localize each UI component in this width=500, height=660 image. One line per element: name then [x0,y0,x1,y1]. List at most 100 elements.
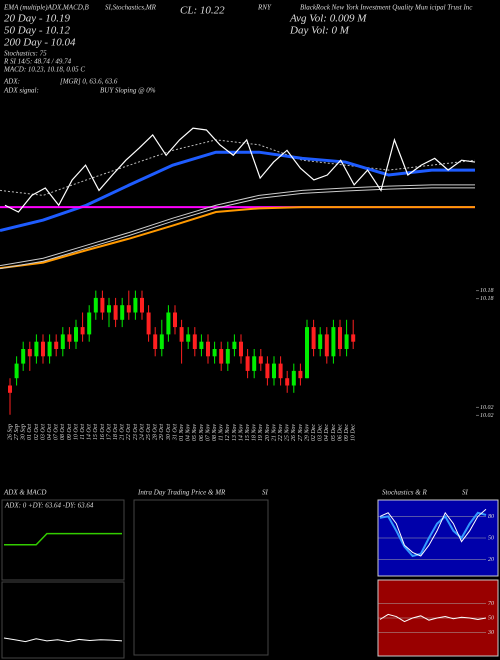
date-label: 25 Nov [285,424,291,442]
candle-body [173,312,177,328]
adx-values: [MGR] 0, 63.6, 63.6 [60,78,118,86]
date-label: 07 Nov [205,424,211,442]
candle-body [153,334,158,349]
candle-body [232,341,237,349]
date-label: 08 Oct [60,424,66,440]
date-label: 10 Dec [351,424,357,441]
candle-body [186,334,191,342]
y-tick-label: 70 [488,601,494,607]
y-tick-label: 50 [488,535,494,541]
candle-body [21,349,26,364]
ma-50: 50 Day - 10.12 [4,25,70,37]
rsi-line [379,613,487,623]
candle-body [14,363,19,379]
candle-body [258,356,263,364]
candle-body [219,349,224,364]
date-label: 06 Dec [337,424,343,441]
candle-body [41,341,45,357]
candle-body [113,305,118,320]
candle-body [351,334,356,342]
y-tick-label: 50 [488,615,494,621]
date-label: 18 Oct [113,424,119,440]
candle-panel: 26 Sep 27 Sep 30 Sep 01 Oct 02 Oct 03 Oct 04 O… [7,288,493,441]
ma-line [0,184,475,267]
avg-vol: Avg Vol: 0.009 M [289,13,367,25]
date-label: 21 Nov [271,424,277,442]
date-label: 14 Oct [86,424,93,440]
candle-body [291,370,296,386]
date-label: 30 Oct [166,424,172,441]
date-label: 29 Nov [304,424,310,442]
candle-body [179,327,184,342]
date-label: 27 Sep [14,424,20,440]
date-label: 09 Oct [67,424,73,440]
ma-20: 20 Day - 10.19 [4,13,70,25]
panel-title: ADX & MACD [3,489,46,497]
date-label: 05 Nov [192,424,198,442]
candle-body [87,312,92,335]
date-label: 04 Dec [323,424,330,441]
candle-body [47,341,52,357]
candle-body [74,327,78,342]
adx: ADX: [3,78,20,86]
candle-body [225,349,230,364]
candle-body [265,363,270,379]
candle-body [324,334,329,357]
date-label: 18 Nov [252,424,258,442]
y-tick-label: 80 [488,514,494,520]
date-label: 15 Oct [93,424,99,440]
date-label: 04 Oct [46,424,53,440]
candle-body [252,356,257,371]
candle-body [338,327,342,349]
company-name: BlackRock New York Investment Quality Mu… [300,4,473,12]
candle-body [285,378,290,386]
indicator-panels: ADX & MACD ADX: 0 +DY: 63.64 -DY: 63.64 … [1,489,499,659]
candle-body [146,312,151,335]
date-label: 23 Oct [133,424,139,440]
date-label: 04 Nov [185,424,192,442]
y-tick-label: 10.18 [480,288,494,294]
candle-body [54,341,59,349]
candle-body [305,327,309,379]
candle-body [93,297,98,313]
ma-line [0,139,476,196]
panel-title: SI [462,489,469,497]
candle-body [100,297,105,313]
stochastics: Stochastics: 75 [4,50,47,58]
candle-body [199,341,204,349]
date-label: 02 Oct [34,424,40,440]
y-tick-label: 30 [487,630,494,636]
candle-body [278,363,283,379]
y-tick-label: 10.02 [480,405,494,411]
candle-body [245,356,250,371]
date-label: 08 Nov [212,424,218,442]
ma-line [0,187,475,270]
panel-frame [1,581,125,659]
stoch-d-line [379,511,487,558]
macd: MACD: 10.23, 10.18, 0.05 C [3,66,85,74]
ticker: RNY [257,4,272,12]
date-label: 01 Nov [179,424,185,442]
date-label: 13 Nov [232,424,238,442]
candle-body [126,305,131,313]
date-label: 06 Nov [199,424,205,442]
candle-body [298,370,303,379]
y-tick-label: 10.02 [480,413,494,419]
date-label: 29 Oct [159,424,165,440]
candle-body [311,327,316,349]
date-label: 17 Oct [106,424,112,440]
date-label: 22 Nov [278,424,284,442]
date-label: 19 Nov [258,424,264,442]
candle-body [107,305,111,313]
date-label: 03 Oct [40,424,46,440]
date-label: 02 Dec [311,424,317,441]
date-label: 26 Sep [7,424,13,440]
day-vol: Day Vol: 0 M [289,25,350,37]
price-line [4,127,476,213]
date-label: 01 Oct [27,424,33,440]
candle-body [331,327,336,357]
candle-body [272,363,276,379]
date-label: 15 Nov [245,424,251,442]
date-label: 24 Oct [138,424,145,440]
